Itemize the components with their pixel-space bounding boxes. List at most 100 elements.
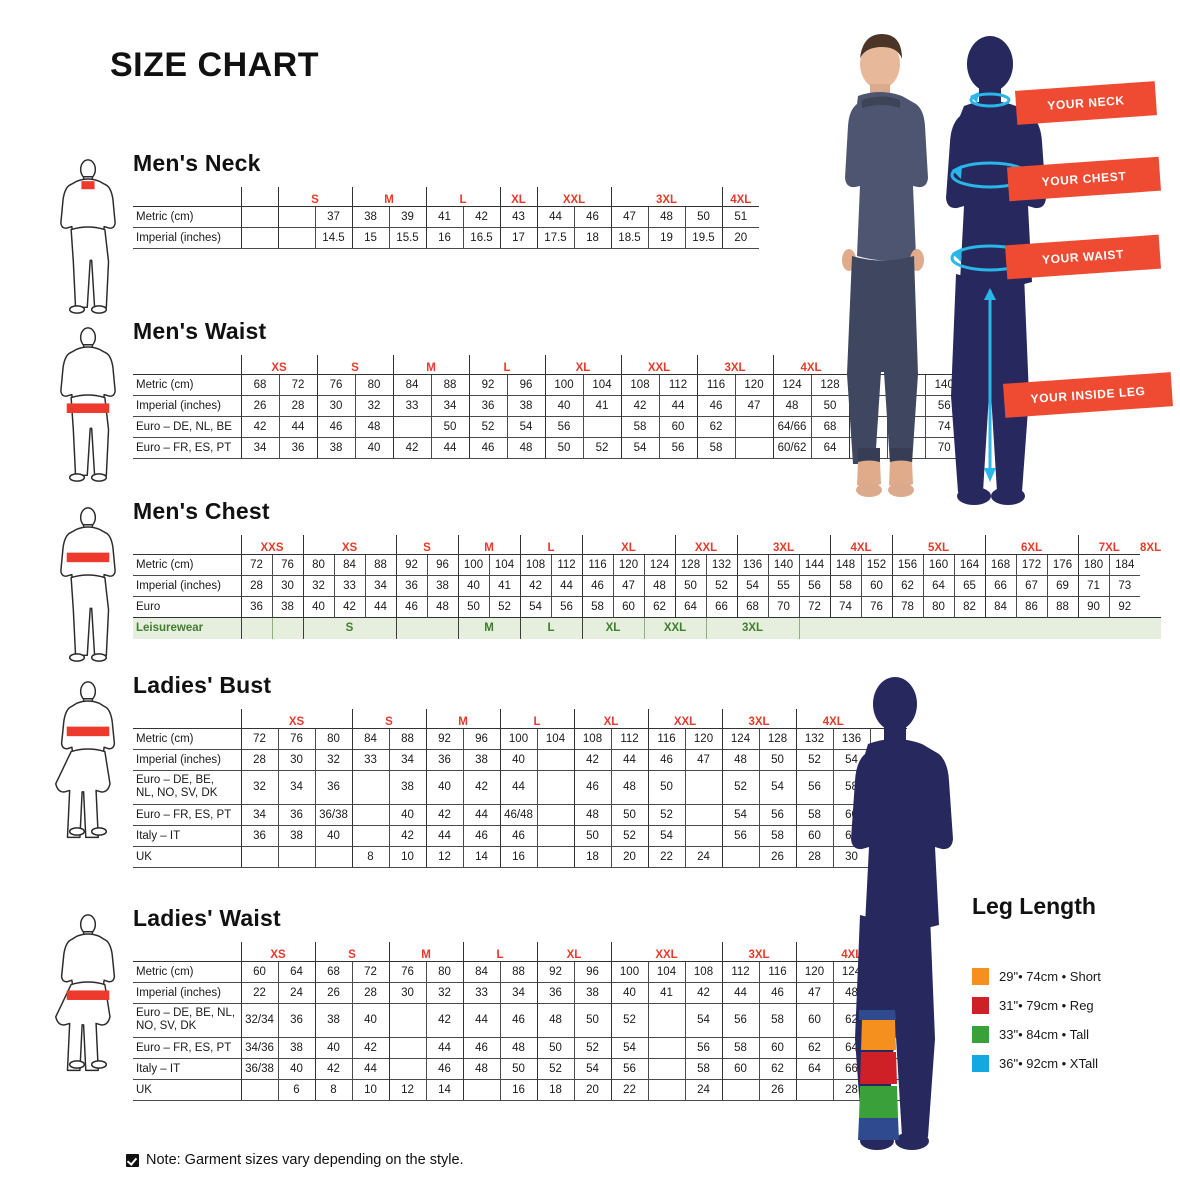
cell: 56 (544, 415, 583, 437)
row-label: Leisurewear (133, 616, 241, 639)
cell: 55 (767, 574, 799, 596)
cell: 116 (647, 727, 685, 749)
size-label: S (395, 535, 458, 554)
cell (536, 748, 574, 770)
cell: 56 (798, 574, 830, 596)
cell: 104 (536, 727, 574, 749)
cell: 88 (388, 727, 426, 749)
cell: 14 (462, 845, 500, 868)
cell: 120 (612, 553, 644, 575)
cell: 47 (795, 981, 833, 1003)
cell: 54 (610, 1036, 648, 1058)
cell: 54 (620, 436, 659, 459)
size-label: XXL (536, 187, 611, 206)
leg-length-label: 36"• 92cm • XTall (999, 1056, 1098, 1071)
cell: 68 (810, 415, 849, 437)
cell: 20 (721, 226, 759, 249)
cell: 33 (351, 748, 389, 770)
leg-length-label: 29"• 74cm • Short (999, 969, 1101, 984)
cell: 46 (462, 1036, 500, 1058)
cell: 108 (573, 727, 611, 749)
cell: 41 (425, 205, 463, 227)
cell: 44 (430, 436, 469, 459)
leg-length-item: 29"• 74cm • Short (972, 962, 1101, 991)
cell: 46 (758, 981, 796, 1003)
leisurewear-cell: 3XL (705, 616, 799, 639)
cell: 36 (277, 1002, 315, 1037)
row-label: Metric (cm) (133, 373, 241, 395)
size-label: 6XL (984, 535, 1078, 554)
cell: 8 (351, 845, 389, 868)
row-label: Euro – FR, ES, PT (133, 436, 241, 459)
leg-length-bands (858, 1010, 899, 1140)
cell: 40 (351, 1002, 389, 1037)
cell: 46 (696, 394, 735, 416)
cell (351, 824, 389, 846)
cell: 48 (499, 1036, 537, 1058)
cell: 100 (499, 727, 537, 749)
body-figure-mens-neck (55, 150, 133, 336)
cell: 72 (278, 373, 317, 395)
cell: 38 (271, 595, 303, 617)
cell: 16 (425, 226, 463, 249)
cell: 47 (684, 748, 722, 770)
cell: 62 (891, 574, 923, 596)
cell: 50 (810, 394, 849, 416)
cell: 116 (758, 960, 796, 982)
cell: 56 (721, 1002, 759, 1037)
cell: 19.5 (684, 226, 722, 249)
cell: 10 (388, 845, 426, 868)
cell: 100 (544, 373, 583, 395)
table-row: Euro – FR, ES, PT 34/36 38 40 42 44 46 48 50 52 54… (133, 1036, 907, 1058)
table-row: Italy – IT3638404244464650525456586062 (133, 824, 907, 846)
cell: 88 (1046, 595, 1078, 617)
cell: 78 (891, 595, 923, 617)
cell (388, 1036, 426, 1058)
cell: 76 (860, 595, 892, 617)
cell (240, 845, 278, 868)
cell: 116 (581, 553, 613, 575)
size-label: 4XL (772, 355, 849, 374)
cell: 42 (462, 769, 500, 804)
table-row: Imperial (inches) 28 30 32 33 34 36 38 40 41 42 44 4… (133, 574, 1161, 596)
cell: 66 (984, 574, 1016, 596)
cell: 34 (430, 394, 469, 416)
cell: 144 (798, 553, 830, 575)
cell: 38 (277, 824, 315, 846)
cell: 48 (506, 436, 545, 459)
cell: 92 (1108, 595, 1140, 617)
cell: 38 (314, 1002, 352, 1037)
cell: 20 (573, 1078, 611, 1101)
table-mens-chest: XXS XS S M L XL XXL 3XL 4XL 5XL 6XL 7XL 8XL Metric (c… (133, 535, 1162, 639)
cell: 84 (984, 595, 1016, 617)
cell: 34 (240, 803, 278, 825)
cell: 62 (643, 595, 675, 617)
page-title: SIZE CHART (110, 46, 319, 84)
leisurewear-cell: XXL (643, 616, 706, 639)
cell: 36 (468, 394, 507, 416)
size-label: M (392, 355, 469, 374)
cell: 72 (351, 960, 389, 982)
cell: 52 (647, 803, 685, 825)
cell: 46 (499, 824, 537, 846)
cell: 36 (240, 595, 272, 617)
cell: 84 (333, 553, 365, 575)
size-label: XS (240, 942, 315, 961)
cell: 42 (314, 1057, 352, 1079)
cell: 100 (610, 960, 648, 982)
size-label: 4XL (721, 187, 759, 206)
cell: 72 (798, 595, 830, 617)
cell: 44 (658, 394, 697, 416)
size-label: M (388, 942, 463, 961)
body-figure-mens-waist (55, 318, 133, 504)
photo-model (818, 28, 948, 518)
cell: 40 (544, 394, 583, 416)
cell: 112 (550, 553, 582, 575)
table-row: Italy – IT 36/38 40 42 44 46 48 50 52 54 56 58 60 62 6… (133, 1057, 907, 1079)
cell: 60 (612, 595, 644, 617)
cell: 50 (758, 748, 796, 770)
size-label: XL (581, 535, 675, 554)
cell (647, 1002, 685, 1037)
size-label: L (425, 187, 500, 206)
size-label: M (425, 709, 500, 728)
